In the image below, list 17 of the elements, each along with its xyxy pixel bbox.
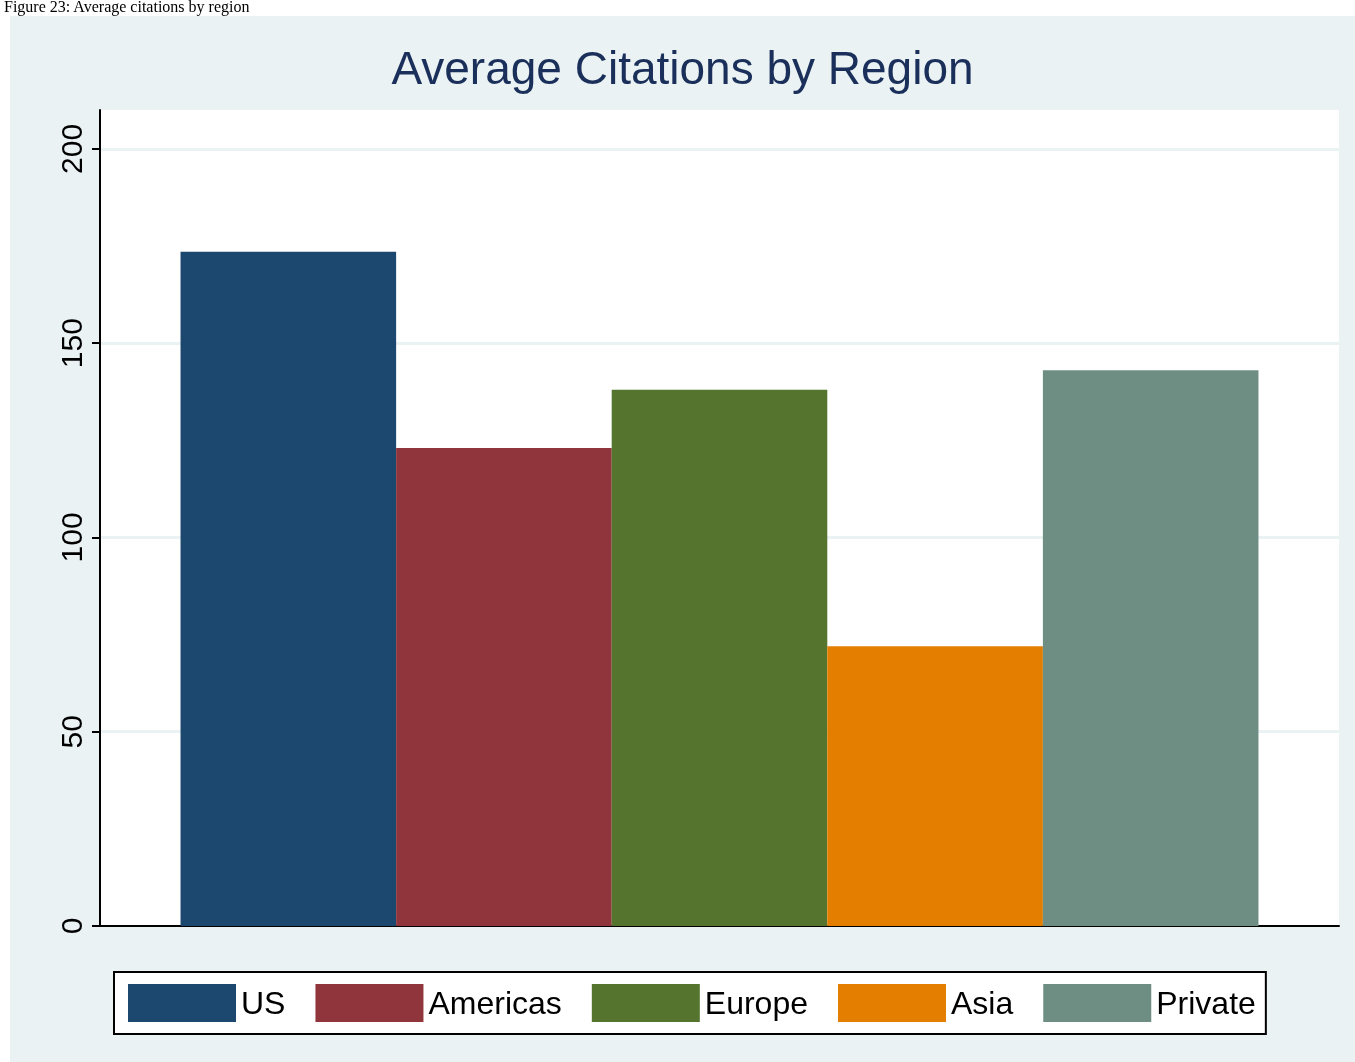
legend-label: Asia — [951, 985, 1014, 1021]
y-tick-label: 200 — [54, 123, 88, 174]
legend-label: Private — [1156, 985, 1256, 1021]
chart-title: Average Citations by Region — [391, 42, 974, 94]
y-tick-label: 0 — [54, 917, 88, 935]
y-tick-label: 100 — [54, 512, 88, 563]
legend-label: Europe — [704, 985, 808, 1021]
y-tick-label: 50 — [54, 715, 88, 749]
bar — [611, 389, 828, 926]
bar — [827, 646, 1043, 926]
bar — [1042, 370, 1259, 926]
caption: Figure 23: Average citations by region — [3, 0, 251, 15]
bar — [180, 251, 397, 926]
legend-label: Americas — [428, 985, 562, 1021]
legend-label: US — [241, 985, 286, 1021]
bar — [396, 448, 612, 926]
y-tick-label: 150 — [54, 318, 88, 369]
